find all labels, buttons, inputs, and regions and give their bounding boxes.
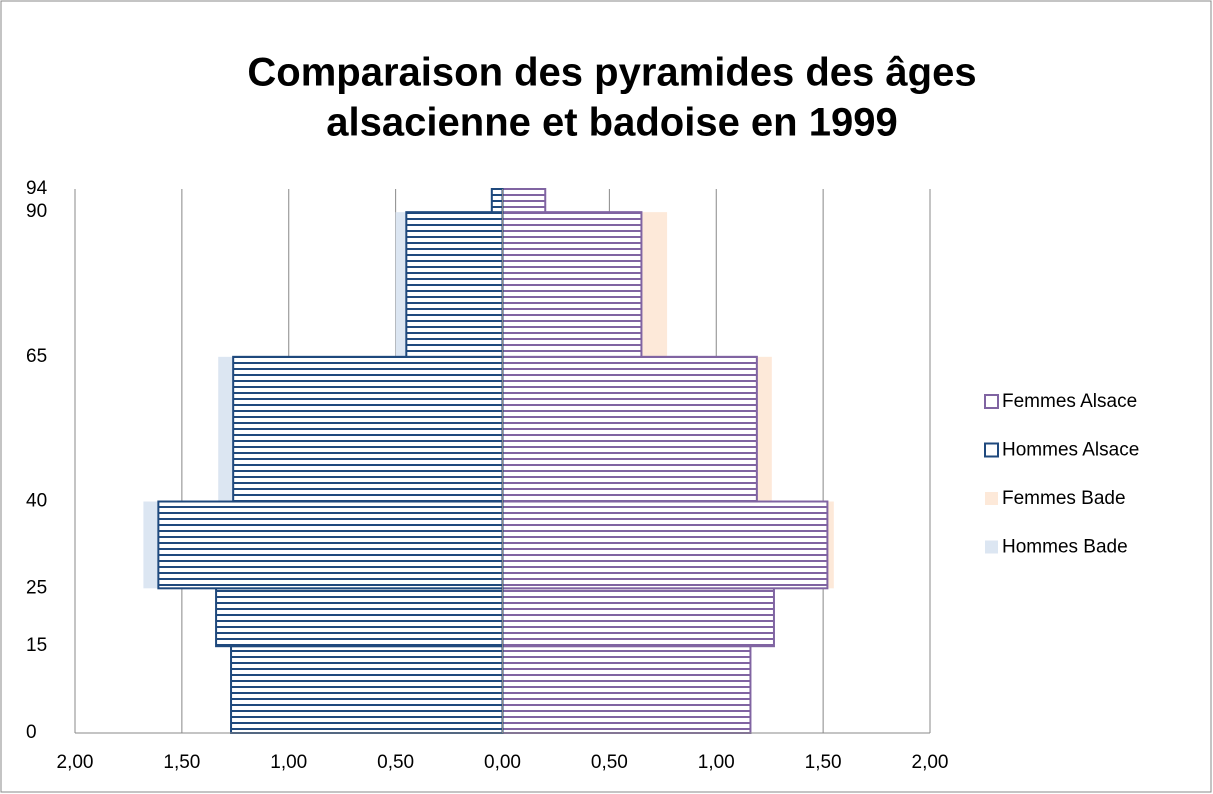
- chart-title: alsacienne et badoise en 1999: [326, 101, 897, 145]
- x-tick-label: 2,00: [57, 752, 94, 773]
- x-tick-label: 1,00: [270, 752, 307, 773]
- legend-marker: [985, 492, 998, 505]
- bar: [501, 645, 752, 734]
- y-tick-label: 25: [26, 577, 47, 598]
- x-tick-label: 1,50: [805, 752, 842, 773]
- bar: [501, 211, 643, 358]
- x-tick-label: 2,00: [912, 752, 949, 773]
- bar: [157, 500, 504, 590]
- chart-title: Comparaison des pyramides des âges: [247, 51, 976, 95]
- legend-label: Femmes Bade: [1002, 488, 1126, 509]
- y-tick-label: 94: [26, 178, 48, 199]
- legend-marker: [984, 394, 999, 409]
- y-tick-label: 15: [26, 635, 47, 656]
- legend-label: Femmes Alsace: [1002, 391, 1137, 412]
- bar: [501, 355, 758, 503]
- y-tick-label: 90: [26, 201, 47, 222]
- bar: [490, 188, 504, 214]
- y-tick-label: 65: [26, 346, 47, 367]
- legend-marker: [985, 540, 998, 554]
- bar: [232, 355, 504, 503]
- bar: [501, 188, 547, 214]
- legend-label: Hommes Alsace: [1002, 440, 1139, 461]
- y-tick-label: 40: [26, 491, 47, 512]
- x-tick-label: 1,50: [163, 752, 200, 773]
- bar: [230, 645, 504, 734]
- x-tick-label: 1,00: [698, 752, 735, 773]
- bar: [501, 587, 775, 648]
- y-tick-label: 0: [26, 722, 37, 743]
- bar: [405, 211, 504, 358]
- bar: [215, 587, 504, 648]
- x-tick-label: 0,50: [591, 752, 628, 773]
- legend-marker: [984, 442, 999, 458]
- x-tick-label: 0,50: [377, 752, 414, 773]
- legend-label: Hommes Bade: [1002, 537, 1128, 558]
- x-tick-label: 0,00: [484, 752, 521, 773]
- bar: [501, 500, 829, 590]
